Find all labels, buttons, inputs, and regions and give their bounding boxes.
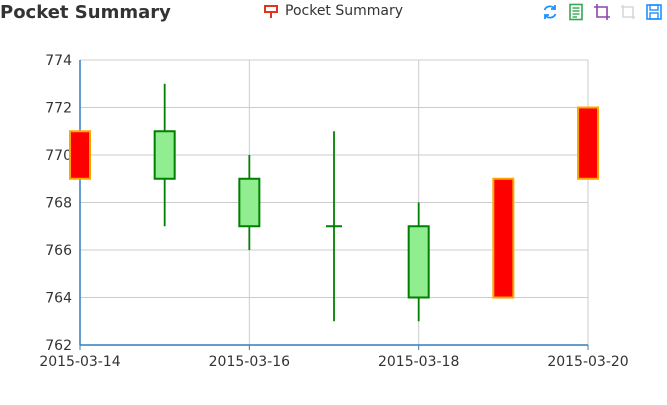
candle-body	[69, 130, 91, 180]
candle	[238, 155, 261, 250]
candle	[326, 131, 343, 322]
candle-body	[577, 106, 600, 180]
toolbox	[541, 3, 663, 21]
candle	[492, 177, 515, 299]
candle-body	[238, 177, 261, 228]
y-tick-label: 766	[45, 243, 72, 259]
candle-body	[407, 225, 430, 299]
x-tick-label: 2015-03-20	[547, 354, 628, 370]
save-icon[interactable]	[645, 3, 663, 21]
y-tick-label: 764	[45, 291, 72, 307]
legend-label: Pocket Summary	[285, 3, 404, 19]
candle-body	[153, 130, 176, 180]
candle	[153, 83, 176, 227]
refresh-icon[interactable]	[541, 3, 559, 21]
y-tick-label: 770	[45, 148, 72, 164]
candle-body	[492, 177, 515, 299]
candle	[577, 106, 600, 180]
x-tick-label: 2015-03-18	[378, 354, 459, 370]
x-tick-label: 2015-03-16	[209, 354, 290, 370]
legend[interactable]: Pocket Summary	[263, 3, 403, 19]
candlestick-legend-icon	[264, 5, 278, 18]
restore-icon[interactable]	[619, 3, 637, 21]
candle	[69, 130, 91, 180]
data-view-icon[interactable]	[567, 3, 585, 21]
candle	[407, 202, 430, 322]
chart-title: Pocket Summary	[0, 2, 171, 23]
x-tick-label: 2015-03-14	[39, 354, 120, 370]
y-tick-label: 772	[45, 101, 72, 117]
y-tick-label: 768	[45, 196, 72, 212]
y-tick-label: 762	[45, 338, 72, 354]
y-tick-label: 774	[45, 53, 72, 69]
crop-icon[interactable]	[593, 3, 611, 21]
